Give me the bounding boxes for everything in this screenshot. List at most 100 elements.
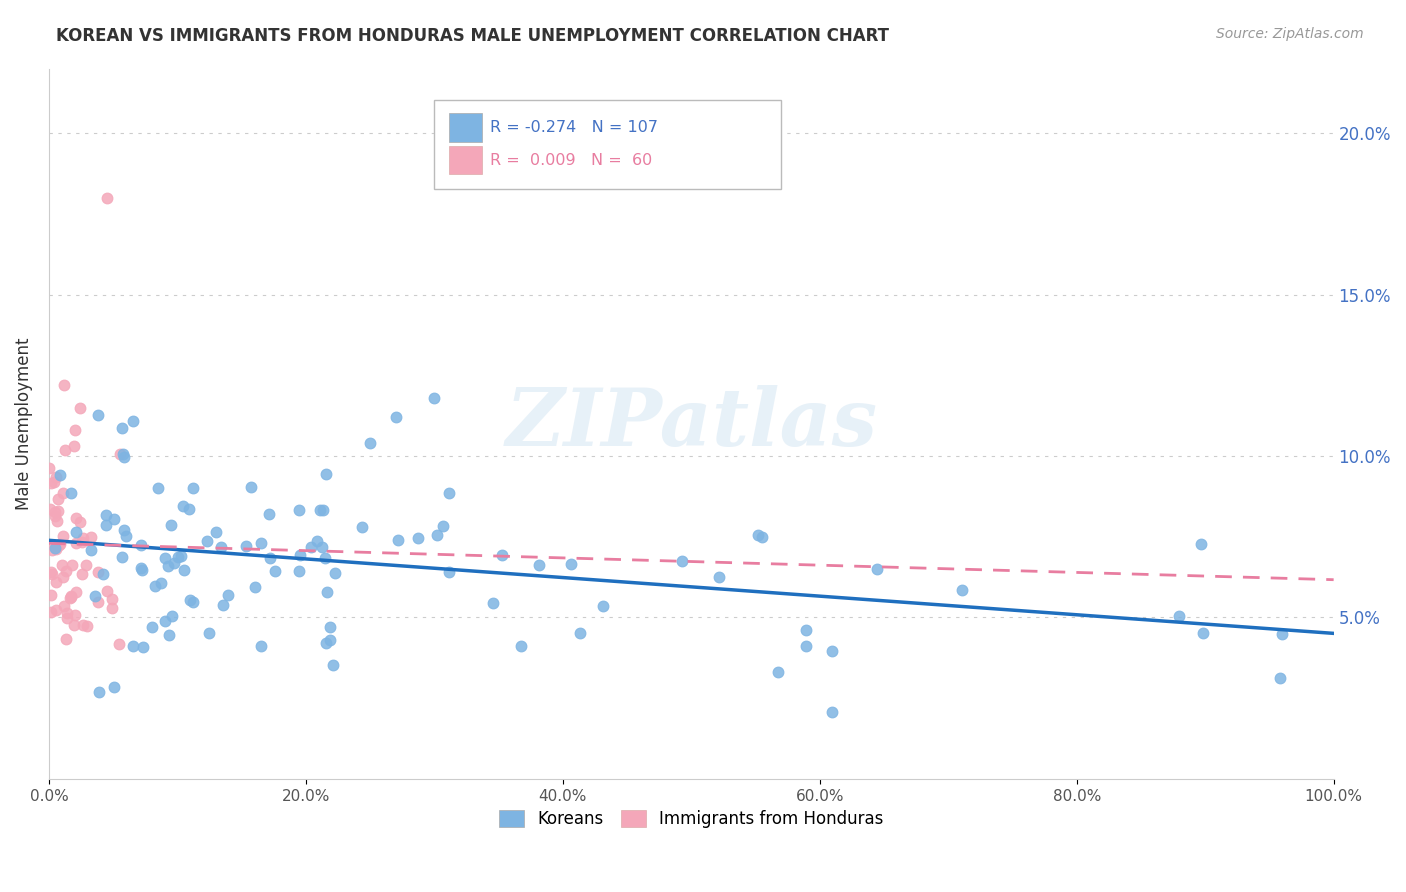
Point: [352, 520, 374, 534]
Point: [96, 508, 118, 523]
Point: [432, 518, 454, 533]
Point: [177, 502, 200, 516]
Point: [820, 706, 842, 720]
Point: [204, 525, 226, 540]
Text: ZIPatlas: ZIPatlas: [505, 385, 877, 462]
Point: [794, 623, 817, 637]
Point: [560, 557, 582, 571]
Point: [65, 510, 87, 524]
Point: [198, 626, 221, 640]
Point: [44, 475, 66, 489]
Point: [76, 619, 98, 633]
Point: [315, 467, 337, 481]
Point: [143, 579, 166, 593]
Point: [70, 566, 93, 581]
Point: [63, 607, 86, 622]
Point: [1270, 671, 1292, 685]
Point: [52, 529, 75, 543]
Point: [39, 606, 62, 620]
Point: [55, 564, 77, 578]
Point: [323, 566, 346, 580]
Point: [299, 541, 322, 555]
Point: [55, 606, 77, 620]
Point: [751, 530, 773, 544]
Point: [53, 378, 76, 392]
Point: [240, 480, 263, 494]
Point: [63, 423, 86, 437]
Point: [250, 536, 273, 550]
Point: [307, 534, 329, 549]
Point: [160, 609, 183, 624]
Point: [387, 533, 409, 548]
Text: R =  0.009   N =  60: R = 0.009 N = 60: [489, 153, 652, 168]
Point: [59, 486, 82, 500]
Point: [319, 632, 342, 647]
Point: [212, 598, 235, 612]
Point: [46, 539, 69, 553]
Point: [1189, 537, 1212, 551]
Point: [103, 511, 125, 525]
Point: [59, 591, 82, 605]
Point: [121, 414, 143, 428]
Point: [96, 584, 118, 599]
Point: [72, 531, 94, 545]
Point: [44, 541, 66, 555]
Point: [482, 596, 505, 610]
Point: [437, 485, 460, 500]
Point: [141, 620, 163, 634]
Point: [91, 567, 114, 582]
Point: [163, 556, 186, 570]
Point: [148, 481, 170, 495]
Point: [69, 515, 91, 529]
Point: [72, 535, 94, 549]
Point: [72, 617, 94, 632]
Point: [866, 562, 889, 576]
Point: [87, 595, 110, 609]
Point: [1191, 625, 1213, 640]
Point: [46, 491, 69, 506]
Point: [44, 508, 66, 523]
Point: [439, 565, 461, 579]
Point: [167, 549, 190, 564]
Text: KOREAN VS IMMIGRANTS FROM HONDURAS MALE UNEMPLOYMENT CORRELATION CHART: KOREAN VS IMMIGRANTS FROM HONDURAS MALE …: [56, 27, 889, 45]
Point: [315, 636, 337, 650]
Point: [55, 632, 77, 647]
Point: [150, 575, 173, 590]
Point: [768, 665, 790, 680]
Point: [45, 542, 67, 557]
Point: [49, 537, 72, 551]
Point: [87, 685, 110, 699]
Point: [121, 639, 143, 653]
Point: [80, 543, 103, 558]
Point: [59, 590, 82, 604]
Point: [111, 421, 134, 435]
Point: [65, 524, 87, 539]
Point: [41, 567, 63, 582]
Point: [38, 460, 60, 475]
Point: [181, 481, 204, 495]
Point: [63, 439, 86, 453]
Point: [62, 618, 84, 632]
Point: [46, 504, 69, 518]
Point: [510, 639, 533, 653]
Point: [211, 541, 233, 555]
Point: [1168, 608, 1191, 623]
Point: [195, 534, 218, 549]
Point: [45, 514, 67, 528]
Point: [821, 644, 844, 658]
Point: [129, 561, 152, 575]
FancyBboxPatch shape: [449, 146, 482, 174]
Point: [245, 580, 267, 594]
Y-axis label: Male Unemployment: Male Unemployment: [15, 337, 32, 510]
Point: [181, 595, 204, 609]
FancyBboxPatch shape: [449, 113, 482, 142]
Point: [41, 542, 63, 557]
Point: [264, 564, 287, 578]
Point: [52, 570, 75, 584]
Point: [592, 599, 614, 614]
Point: [132, 640, 155, 654]
Point: [217, 589, 239, 603]
Point: [131, 563, 153, 577]
Point: [423, 391, 446, 405]
Point: [108, 637, 131, 651]
